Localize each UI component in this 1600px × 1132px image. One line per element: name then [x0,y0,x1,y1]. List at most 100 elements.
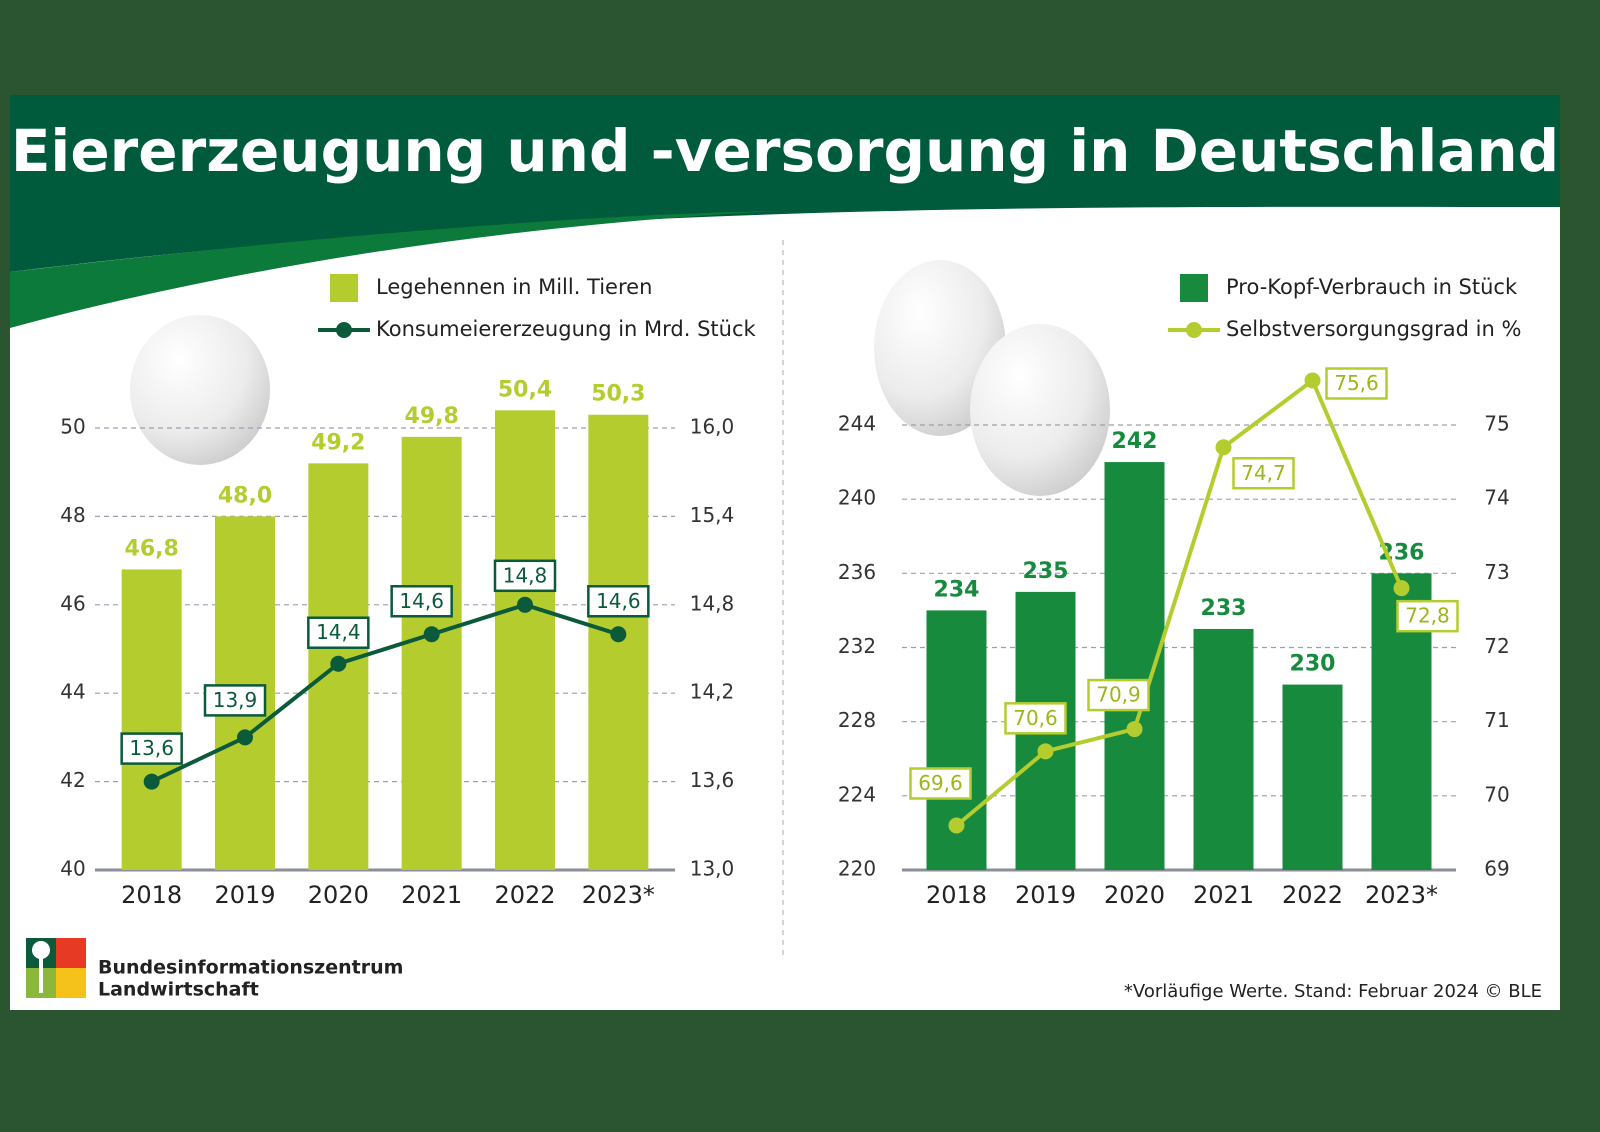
title: Eiererzeugung und -versorgung in Deutsch… [11,117,1559,185]
y2-tick-label: 13,6 [690,768,735,792]
bar [121,569,182,870]
y-tick-label: 244 [838,412,876,436]
value-label: 14,8 [503,563,548,587]
value-label: 14,4 [316,620,361,644]
egg-icon [130,315,270,465]
legend-swatch [330,274,358,302]
label-box [587,585,650,618]
value-label: 234 [934,577,980,602]
line-point [1037,743,1054,760]
label-box [1396,599,1459,633]
y2-tick-label: 14,2 [690,680,735,704]
x-tick-label: 2021 [1193,881,1254,909]
bar [1193,628,1254,870]
y-tick-label: 44 [60,680,85,704]
value-label: 74,7 [1241,461,1286,485]
line-point [423,626,440,643]
value-label: 50,3 [591,382,645,407]
value-label: 75,6 [1334,371,1379,395]
legend-swatch [1180,274,1208,302]
y-tick-label: 240 [838,486,876,510]
y-tick-label: 232 [838,634,876,658]
line-point [330,655,347,672]
x-tick-label: 2020 [308,881,369,909]
logo [26,938,86,998]
y2-tick-label: 69 [1484,857,1509,881]
y-tick-label: 50 [60,415,85,439]
value-label: 49,2 [311,430,365,455]
value-label: 242 [1112,429,1158,454]
value-label: 233 [1201,596,1247,621]
y2-tick-label: 71 [1484,708,1509,732]
legend-label: Selbstversorgungsgrad in % [1226,317,1521,341]
y2-tick-label: 13,0 [690,857,735,881]
label-box [1232,457,1295,490]
y2-tick-label: 73 [1484,560,1509,584]
y2-tick-label: 70 [1484,782,1509,806]
line [955,377,1404,828]
line-point [610,626,627,643]
y2-tick-label: 14,8 [690,591,735,615]
label-box [1087,678,1150,712]
line-point [517,596,533,613]
org-name: Landwirtschaft [98,979,259,1001]
line-point [237,729,253,746]
x-tick-label: 2022 [494,881,555,909]
x-tick-label: 2021 [401,881,462,909]
label-box [203,684,267,717]
x-tick-label: 2023* [582,881,655,909]
value-label: 230 [1290,652,1336,677]
value-label: 14,6 [399,589,444,613]
y-tick-label: 40 [60,857,85,881]
y-tick-label: 236 [838,560,876,584]
legend-swatch [336,322,352,338]
value-label: 50,4 [498,377,552,402]
bar [1282,684,1343,870]
footnote: *Vorläufige Werte. Stand: Februar 2024 ©… [1124,981,1542,1002]
line-point [143,773,160,790]
bar [588,414,649,870]
label-box [1004,702,1067,735]
line-point [948,817,965,834]
label-box [493,559,557,593]
value-label: 48,0 [218,483,272,508]
org-name: Bundesinformationszentrum [98,957,403,979]
bar [401,436,462,870]
legend-label: Pro-Kopf-Verbrauch in Stück [1226,275,1518,299]
label-box [307,616,370,649]
x-tick-label: 2019 [214,881,275,909]
y-tick-label: 48 [60,503,85,527]
legend-label: Legehennen in Mill. Tieren [376,275,652,299]
bar [495,410,555,870]
label-box [1325,367,1388,400]
x-tick-label: 2018 [121,881,182,909]
y-tick-label: 46 [60,591,85,615]
header-swoosh [10,211,780,328]
y-tick-label: 224 [838,782,876,806]
header-band [10,95,1560,272]
line-point [1304,372,1321,389]
y-tick-label: 220 [838,857,876,881]
value-label: 69,6 [918,771,963,795]
x-tick-label: 2023* [1365,881,1438,909]
line [150,602,619,784]
y-tick-label: 42 [60,768,85,792]
y2-tick-label: 74 [1484,486,1509,510]
label-box [390,585,453,618]
x-tick-label: 2022 [1282,881,1343,909]
y2-tick-label: 15,4 [690,503,735,527]
value-label: 13,6 [129,736,174,760]
value-label: 70,6 [1013,706,1058,730]
legend-swatch [1186,322,1202,338]
label-box [120,732,183,765]
y2-tick-label: 72 [1484,634,1509,658]
value-label: 13,9 [213,688,258,712]
x-tick-label: 2019 [1015,881,1076,909]
value-label: 235 [1023,559,1069,584]
legend-label: Konsumeiererzeugung in Mrd. Stück [376,317,757,341]
y2-tick-label: 75 [1484,412,1509,436]
line-point [1393,580,1410,597]
egg-icon [970,324,1110,496]
